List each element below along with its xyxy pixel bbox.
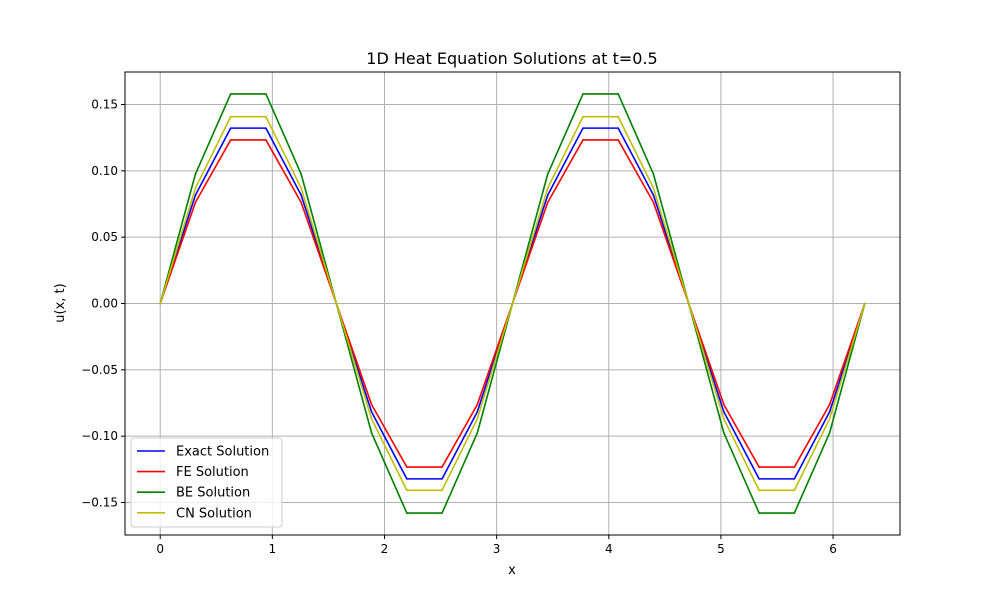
data-point [723,411,725,413]
data-point [265,127,267,129]
data-point [406,478,408,480]
data-point [828,403,831,406]
data-point [300,187,302,189]
legend-label: BE Solution [176,486,250,501]
data-point [723,432,725,434]
data-point [758,478,760,480]
data-point [194,194,197,196]
data-point [828,432,831,434]
data-point [758,512,760,514]
data-point [406,489,408,492]
data-point [300,194,302,196]
data-point [546,194,549,196]
legend-box [130,437,283,528]
data-point [793,478,796,480]
data-point [300,201,302,204]
y-axis-ticks: −0.15 −0.10 −0.05 0.00 0.05 0.10 0.15 [81,98,125,509]
legend-label: FE Solution [176,465,249,480]
x-tick-label: 6 [829,542,837,556]
y-axis-label: u(x, t) [53,283,68,322]
x-axis-ticks: 0 1 2 3 4 5 6 [156,535,837,556]
data-point [758,466,760,468]
legend-label: CN Solution [176,506,252,521]
x-tick-label: 1 [269,542,277,556]
data-point [441,478,443,480]
data-point [229,115,232,118]
legend-label: Exact Solution [176,445,269,460]
data-point [229,93,232,95]
y-tick-label: −0.10 [81,429,118,443]
data-point [229,127,232,129]
chart-title: 1D Heat Equation Solutions at t=0.5 [366,49,657,68]
data-point [370,418,373,420]
data-point [546,187,549,189]
data-point [793,489,796,492]
data-point [582,127,584,129]
data-point [652,201,655,204]
data-point [406,512,408,514]
data-point [828,418,831,420]
data-point [652,194,655,196]
data-point [476,418,479,420]
data-point [300,173,302,175]
x-tick-label: 4 [605,542,613,556]
data-point [864,302,866,305]
y-tick-label: −0.05 [81,363,118,377]
data-point [546,173,549,175]
y-tick-label: 0.00 [91,297,118,311]
legend: Exact Solution FE Solution BE Solution CN S… [130,437,283,528]
data-point [476,403,479,406]
data-point [511,302,514,305]
data-point [194,201,197,204]
data-point [652,173,655,175]
x-tick-label: 2 [381,542,389,556]
data-point [758,489,760,492]
x-tick-label: 3 [493,542,501,556]
data-point [617,139,619,141]
data-point [441,489,443,492]
data-point [723,403,725,406]
y-tick-label: 0.15 [91,98,118,112]
plot-series [159,93,866,514]
data-point [265,139,267,141]
data-point [582,115,584,118]
data-point [617,93,619,95]
data-point [582,139,584,141]
data-point [370,403,373,406]
data-point [793,466,796,468]
data-point [723,418,725,420]
x-axis-label: x [508,563,516,578]
data-point [476,411,479,413]
data-point [617,115,619,118]
x-tick-label: 0 [156,542,164,556]
data-point [441,466,443,468]
data-point [194,173,197,175]
data-point [406,466,408,468]
data-point [652,187,655,189]
data-point [617,127,619,129]
data-point [793,512,796,514]
data-point [159,302,162,305]
data-point [687,302,690,305]
data-point [582,93,584,95]
x-tick-label: 5 [717,542,725,556]
y-tick-label: 0.10 [91,164,118,178]
data-point [335,302,338,305]
data-point [441,512,443,514]
grid-lines [125,72,900,535]
data-point [828,411,831,413]
y-tick-label: 0.05 [91,230,118,244]
data-point [370,411,373,413]
data-point [265,93,267,95]
data-point [546,201,549,204]
data-point [265,115,267,118]
y-tick-label: −0.15 [81,495,118,509]
data-point [370,432,373,434]
data-point [194,187,197,189]
data-point [229,139,232,141]
data-point [476,432,479,434]
